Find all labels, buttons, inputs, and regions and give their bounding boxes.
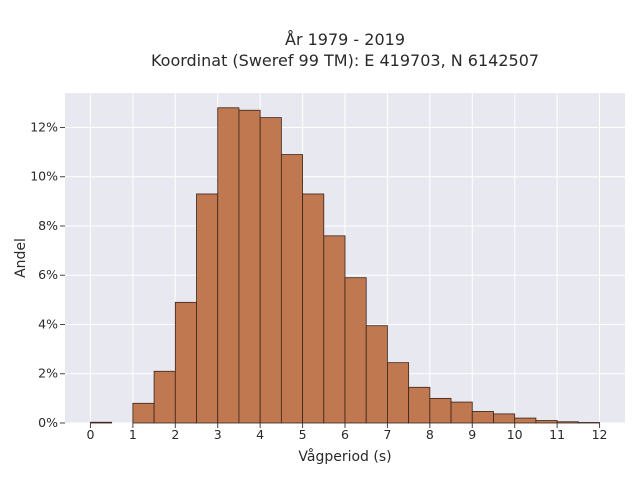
x-tick-label: 12: [592, 427, 608, 442]
histogram-bar: [90, 421, 113, 424]
y-tick-label: 8%: [38, 218, 58, 233]
histogram-bar: [259, 117, 282, 424]
x-axis-label: Vågperiod (s): [298, 448, 391, 465]
y-tick-label: 2%: [38, 366, 58, 381]
histogram-bar: [514, 417, 537, 424]
histogram-bar: [429, 397, 452, 424]
y-tick-label: 10%: [30, 169, 58, 184]
histogram-bar: [238, 109, 261, 424]
chart-title: År 1979 - 2019: [285, 30, 405, 49]
histogram-bar: [387, 362, 410, 424]
x-axis-ticks: 0 1 2 3 4 5 6 7 8 9 10 11 12: [86, 423, 607, 442]
x-tick-label: 7: [383, 427, 391, 442]
histogram-bar: [408, 386, 431, 424]
x-tick-label: 11: [549, 427, 565, 442]
x-tick-label: 6: [341, 427, 349, 442]
histogram-bar: [174, 301, 197, 424]
y-tick-label: 6%: [38, 267, 58, 282]
x-tick-label: 4: [256, 427, 264, 442]
histogram-bar: [217, 107, 240, 424]
histogram-bar: [556, 421, 579, 424]
histogram-bar: [471, 411, 494, 424]
histogram-bar: [280, 154, 303, 424]
x-tick-label: 9: [468, 427, 476, 442]
histogram-bar: [535, 420, 558, 424]
histogram-bar: [132, 402, 155, 424]
y-axis-ticks: 0% 2% 4% 6% 8% 10% 12%: [30, 119, 65, 430]
histogram-bar: [323, 235, 346, 424]
histogram-bar: [196, 193, 219, 424]
y-tick-label: 0%: [38, 415, 58, 430]
histogram-bar: [153, 370, 176, 424]
x-tick-label: 10: [507, 427, 523, 442]
chart-subtitle: Koordinat (Sweref 99 TM): E 419703, N 61…: [151, 51, 539, 70]
histogram-bar: [365, 325, 388, 424]
histogram-bar: [344, 277, 367, 424]
x-tick-label: 3: [214, 427, 222, 442]
y-axis-label: Andel: [13, 238, 29, 278]
x-tick-label: 0: [86, 427, 94, 442]
histogram-bar: [302, 193, 325, 424]
x-tick-label: 1: [129, 427, 137, 442]
histogram-bar: [450, 401, 473, 424]
x-tick-label: 5: [299, 427, 307, 442]
y-tick-label: 4%: [38, 316, 58, 331]
y-tick-label: 12%: [30, 119, 58, 134]
x-tick-label: 8: [426, 427, 434, 442]
x-tick-label: 2: [171, 427, 179, 442]
histogram-bar: [493, 413, 516, 424]
bars-group: [90, 107, 600, 424]
